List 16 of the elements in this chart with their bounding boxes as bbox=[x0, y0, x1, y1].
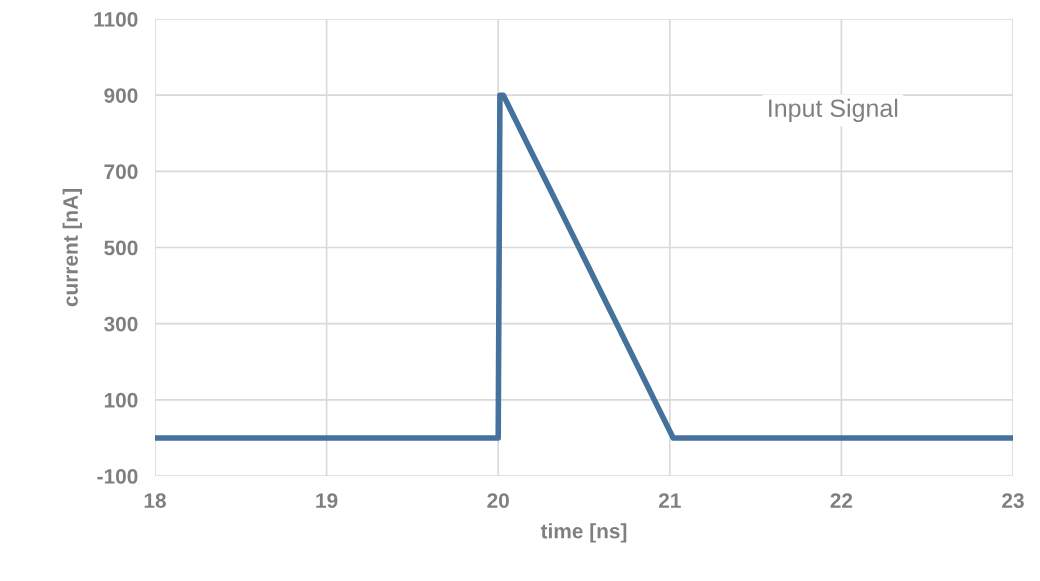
y-tick-label: 700 bbox=[104, 164, 138, 180]
y-axis-title: current [nA] bbox=[62, 189, 83, 307]
annotation: Input Signal bbox=[769, 98, 898, 123]
x-tick-label: 22 bbox=[830, 493, 853, 508]
x-tick-label: 19 bbox=[316, 493, 338, 508]
y-tick-label: -100 bbox=[97, 469, 138, 484]
y-tick-label: 300 bbox=[104, 316, 138, 332]
x-tick-label: 18 bbox=[144, 493, 166, 508]
x-axis-title: time [ns] bbox=[540, 523, 627, 543]
y-tick-label: 900 bbox=[104, 88, 138, 103]
x-tick-label: 23 bbox=[1002, 493, 1024, 508]
x-tick-label: 21 bbox=[658, 493, 681, 508]
y-tick-label: 500 bbox=[104, 240, 138, 256]
y-tick-label: 1100 bbox=[94, 12, 138, 27]
x-tick-label: 20 bbox=[487, 493, 509, 508]
y-tick-label: 100 bbox=[104, 392, 138, 408]
